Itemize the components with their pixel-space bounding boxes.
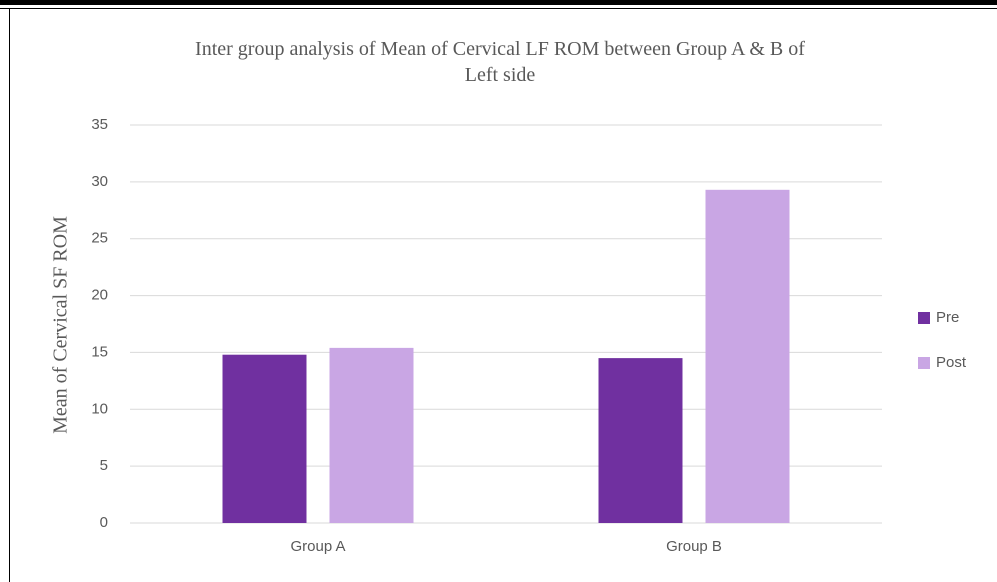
- legend-swatch: [918, 312, 930, 324]
- bar: [705, 189, 790, 523]
- y-tick-label: 15: [91, 343, 108, 360]
- chart-title: Inter group analysis of Mean of Cervical…: [195, 38, 805, 86]
- top-border: [0, 0, 997, 5]
- x-tick-label: Group A: [290, 538, 345, 555]
- y-tick-label: 20: [91, 287, 108, 304]
- legend-label: Pre: [936, 309, 959, 326]
- y-tick-label: 5: [100, 457, 108, 474]
- y-tick-label: 30: [91, 173, 108, 190]
- legend-label: Post: [936, 354, 967, 371]
- legend-swatch: [918, 357, 930, 369]
- y-tick-label: 25: [91, 230, 108, 247]
- x-tick-label: Group B: [666, 538, 722, 555]
- bar: [329, 347, 414, 523]
- bar: [598, 358, 683, 523]
- y-axis-label: Mean of Cervical SF ROM: [50, 216, 72, 434]
- y-tick-label: 0: [100, 514, 108, 531]
- y-tick-label: 10: [91, 400, 108, 417]
- bar: [222, 354, 307, 523]
- y-tick-label: 35: [91, 116, 108, 133]
